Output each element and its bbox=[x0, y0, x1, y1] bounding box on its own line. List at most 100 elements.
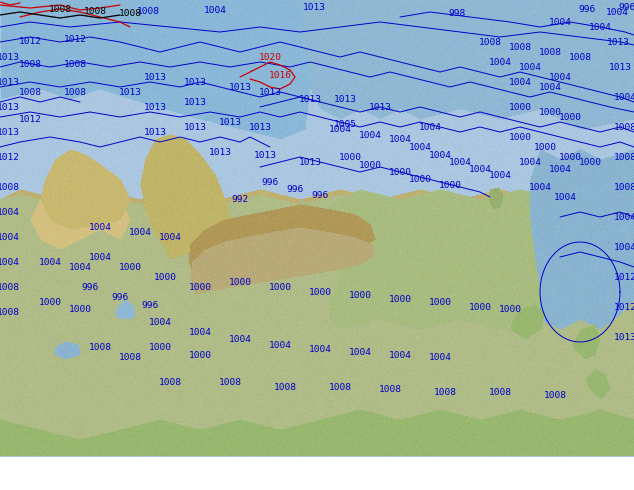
Text: 1008: 1008 bbox=[18, 88, 41, 97]
Text: 1008: 1008 bbox=[63, 88, 86, 97]
Text: 1008: 1008 bbox=[63, 59, 86, 69]
Text: 1000: 1000 bbox=[498, 304, 522, 314]
Text: 1013: 1013 bbox=[299, 157, 321, 167]
Text: 1000: 1000 bbox=[39, 297, 61, 307]
Text: 1000: 1000 bbox=[508, 132, 531, 142]
Text: 1000: 1000 bbox=[533, 143, 557, 151]
Text: 1000: 1000 bbox=[538, 107, 562, 117]
Text: 1000: 1000 bbox=[389, 294, 411, 303]
Text: 1008: 1008 bbox=[0, 283, 20, 292]
Text: 1000: 1000 bbox=[188, 283, 212, 292]
Text: 1004: 1004 bbox=[148, 318, 172, 326]
Text: 1013: 1013 bbox=[333, 95, 356, 103]
Text: 1013: 1013 bbox=[183, 77, 207, 87]
Text: 1013: 1013 bbox=[254, 150, 276, 160]
Text: 1013: 1013 bbox=[143, 127, 167, 137]
Text: 1013: 1013 bbox=[143, 73, 167, 81]
Text: 1012: 1012 bbox=[0, 152, 20, 162]
Text: 1004: 1004 bbox=[448, 157, 472, 167]
Text: 1004: 1004 bbox=[469, 165, 491, 173]
Text: 1004: 1004 bbox=[0, 207, 20, 217]
Text: 1004: 1004 bbox=[429, 352, 451, 362]
Text: 1013: 1013 bbox=[607, 38, 630, 47]
Text: 1000: 1000 bbox=[559, 152, 581, 162]
Text: 1004: 1004 bbox=[553, 193, 576, 201]
Text: 1008: 1008 bbox=[378, 385, 401, 393]
Text: 1000: 1000 bbox=[469, 302, 491, 312]
Text: 1000: 1000 bbox=[188, 350, 212, 360]
Text: 1004: 1004 bbox=[309, 344, 332, 353]
Text: 1008: 1008 bbox=[18, 59, 41, 69]
Text: 996: 996 bbox=[112, 293, 129, 301]
Text: 996: 996 bbox=[141, 300, 158, 310]
Text: 1008: 1008 bbox=[614, 122, 634, 131]
Text: 1004: 1004 bbox=[0, 232, 20, 242]
Text: 1008: 1008 bbox=[0, 308, 20, 317]
Text: 1008: 1008 bbox=[543, 391, 567, 399]
Text: 1000: 1000 bbox=[439, 180, 462, 190]
Text: 1004: 1004 bbox=[89, 252, 112, 262]
Text: 1004: 1004 bbox=[358, 130, 382, 140]
Text: 1020: 1020 bbox=[259, 52, 281, 62]
Text: 1008: 1008 bbox=[0, 182, 20, 192]
Text: 1000: 1000 bbox=[153, 272, 176, 281]
Text: 996: 996 bbox=[81, 283, 99, 292]
Text: 1012: 1012 bbox=[18, 115, 41, 123]
Text: 1008: 1008 bbox=[489, 388, 512, 396]
Text: 1004: 1004 bbox=[389, 350, 411, 360]
Text: 1000: 1000 bbox=[228, 277, 252, 287]
Text: 996: 996 bbox=[311, 191, 328, 199]
Text: 1008: 1008 bbox=[84, 6, 107, 16]
Text: 1008: 1008 bbox=[119, 8, 141, 18]
Text: 1013: 1013 bbox=[183, 98, 207, 106]
Text: 1004: 1004 bbox=[548, 165, 571, 173]
Text: 1004: 1004 bbox=[89, 222, 112, 231]
Text: 1000: 1000 bbox=[269, 283, 292, 292]
Text: 1004: 1004 bbox=[588, 23, 612, 31]
Text: 1004: 1004 bbox=[129, 227, 152, 237]
Text: 1012: 1012 bbox=[614, 272, 634, 281]
Text: 1013: 1013 bbox=[368, 102, 392, 112]
Text: 1008: 1008 bbox=[569, 52, 592, 62]
Text: 1000: 1000 bbox=[578, 157, 602, 167]
Text: 1004: 1004 bbox=[158, 232, 181, 242]
Text: 1013: 1013 bbox=[228, 82, 252, 92]
Text: 1000: 1000 bbox=[559, 113, 581, 122]
Text: 1008: 1008 bbox=[219, 377, 242, 387]
Text: 1008: 1008 bbox=[328, 383, 351, 392]
Text: 1013: 1013 bbox=[219, 118, 242, 126]
Text: 1013: 1013 bbox=[302, 2, 325, 11]
Text: 1013: 1013 bbox=[0, 77, 20, 87]
Text: 1013: 1013 bbox=[299, 95, 321, 103]
Text: 1004: 1004 bbox=[408, 143, 432, 151]
Text: 1000: 1000 bbox=[148, 343, 172, 351]
Text: 1004: 1004 bbox=[614, 243, 634, 251]
Text: 1004: 1004 bbox=[0, 258, 20, 267]
Text: 1013: 1013 bbox=[183, 122, 207, 131]
Text: 1000: 1000 bbox=[309, 288, 332, 296]
Text: 1004: 1004 bbox=[269, 341, 292, 349]
Text: 1004: 1004 bbox=[188, 327, 212, 337]
Text: 1000: 1000 bbox=[68, 304, 91, 314]
Text: 1012: 1012 bbox=[63, 34, 86, 44]
Text: 1008: 1008 bbox=[119, 352, 141, 362]
Text: 1004: 1004 bbox=[519, 63, 541, 72]
Text: 1008: 1008 bbox=[614, 182, 634, 192]
Text: 1012: 1012 bbox=[614, 302, 634, 312]
Text: 1004: 1004 bbox=[489, 171, 512, 179]
Text: 1004: 1004 bbox=[204, 5, 226, 15]
Text: 1008: 1008 bbox=[614, 152, 634, 162]
Text: 1008: 1008 bbox=[273, 383, 297, 392]
Text: 1000: 1000 bbox=[389, 168, 411, 176]
Text: 1013: 1013 bbox=[119, 88, 141, 97]
Text: 1008: 1008 bbox=[508, 43, 531, 51]
Text: 1004: 1004 bbox=[429, 150, 451, 160]
Text: 1013: 1013 bbox=[609, 63, 631, 72]
Text: 1004: 1004 bbox=[328, 124, 351, 133]
Text: 1000: 1000 bbox=[119, 263, 141, 271]
Text: 998: 998 bbox=[448, 8, 465, 18]
Text: 1013: 1013 bbox=[0, 52, 20, 62]
Text: 1008: 1008 bbox=[158, 377, 181, 387]
Text: 1000: 1000 bbox=[408, 174, 432, 183]
Text: 1013: 1013 bbox=[614, 333, 634, 342]
